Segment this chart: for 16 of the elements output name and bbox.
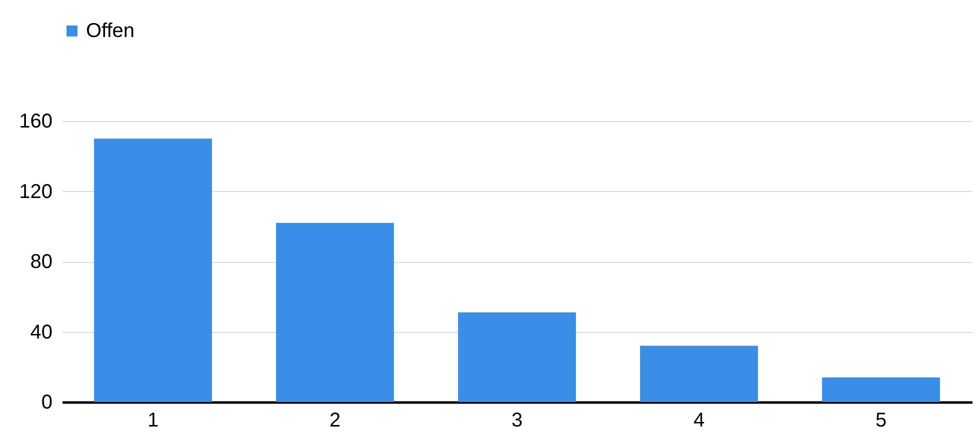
- bar: [640, 346, 758, 402]
- y-tick-label: 40: [30, 321, 52, 344]
- x-tick-label: 1: [147, 410, 159, 432]
- x-tick-label: 5: [875, 410, 887, 432]
- y-tick-label: 0: [41, 392, 52, 414]
- y-tick-label: 120: [19, 180, 52, 203]
- y-tick-label: 80: [30, 251, 52, 273]
- bar: [276, 222, 394, 402]
- legend-label: Offen: [86, 20, 135, 42]
- x-tick-label: 2: [329, 410, 341, 432]
- x-tick-label: 4: [693, 410, 705, 432]
- bar: [822, 377, 940, 402]
- bar: [94, 138, 212, 402]
- y-tick-label: 160: [19, 110, 52, 132]
- bar: [458, 312, 576, 402]
- x-tick-label: 3: [511, 410, 523, 432]
